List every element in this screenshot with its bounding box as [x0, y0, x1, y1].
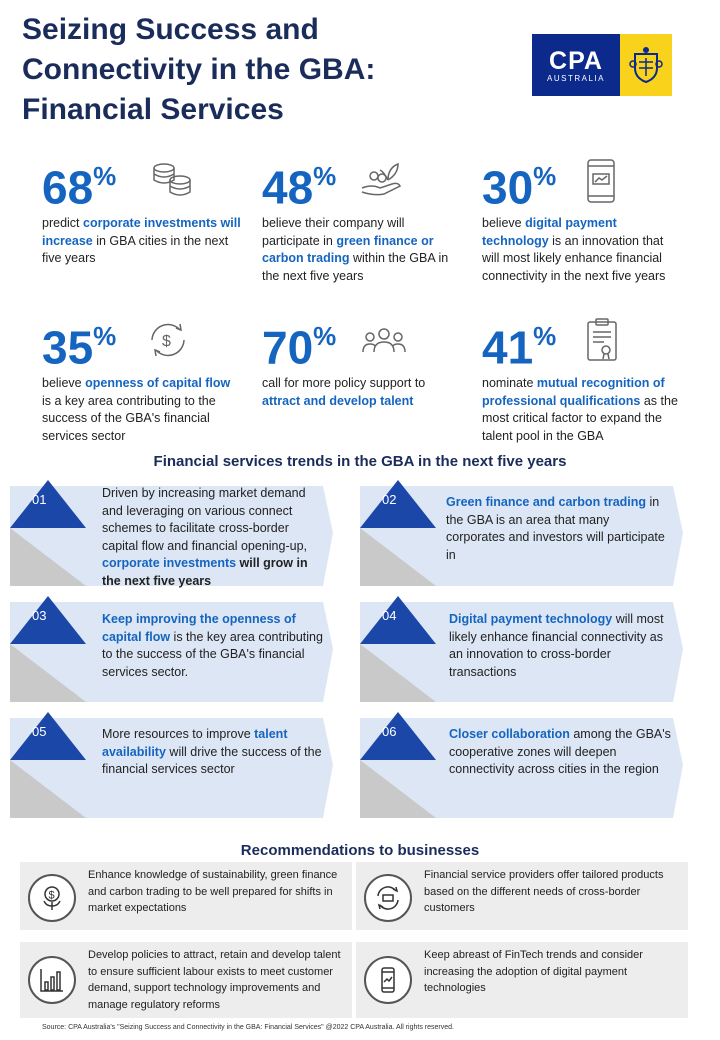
svg-text:$: $	[162, 333, 171, 350]
certificate-icon	[586, 318, 618, 367]
coins-icon	[150, 158, 194, 203]
trend-card-shape	[360, 480, 683, 586]
crest-icon	[620, 34, 672, 96]
trend-text: Digital payment technology will most lik…	[449, 612, 664, 679]
growth-chart-icon	[28, 956, 76, 1004]
stat-value: 30	[482, 161, 534, 214]
trend-card-shape	[360, 596, 683, 702]
stat-talent: 70% call for more policy support to attr…	[262, 321, 426, 408]
trend-card-03: 03 Keep improving the openness of capita…	[10, 596, 333, 702]
trend-card-06: 06 Closer collaboration among the GBA's …	[360, 712, 683, 818]
trend-card-05: 05 More resources to improve talent avai…	[10, 712, 333, 818]
stat-value: 70	[262, 321, 314, 374]
stat-capital-flow: 35% believe openness of capital flow is …	[42, 314, 242, 445]
logo-country: AUSTRALIA	[547, 73, 605, 83]
svg-text:$: $	[49, 890, 55, 902]
recommendation-text: Develop policies to attract, retain and …	[88, 949, 341, 1011]
trend-card-shape	[10, 596, 333, 702]
trend-card-shape	[10, 480, 333, 586]
recommendation-text: Financial service providers offer tailor…	[424, 869, 664, 914]
trend-text: Green finance and carbon trading in the …	[446, 495, 665, 562]
trends-section-title: Financial services trends in the GBA in …	[153, 453, 567, 470]
mobile-payment-icon	[586, 158, 616, 209]
logo-brand: CPA	[549, 46, 603, 75]
sustainable-money-icon: $	[28, 874, 76, 922]
stat-corporate-investments: 68% predict corporate investments will i…	[42, 154, 242, 268]
trend-number: 01	[32, 492, 47, 507]
stat-value: 48	[262, 161, 314, 214]
footer-source: Source: CPA Australia's "Seizing Success…	[42, 1024, 454, 1031]
recommendation-card: $ Enhance knowledge of sustainability, g…	[20, 862, 352, 930]
recommendation-text: Keep abreast of FinTech trends and consi…	[424, 949, 643, 994]
trend-text: Driven by increasing market demand and l…	[102, 486, 308, 588]
recommendation-card: Financial service providers offer tailor…	[356, 862, 688, 930]
exchange-icon	[364, 874, 412, 922]
stat-value: 35	[42, 321, 94, 374]
trend-card-04: 04 Digital payment technology will most …	[360, 596, 683, 702]
trend-card-shape	[10, 712, 333, 818]
recommendation-card: Keep abreast of FinTech trends and consi…	[356, 942, 688, 1018]
stat-green-finance: 48% believe their company will participa…	[262, 154, 462, 285]
green-finance-icon	[360, 158, 404, 203]
recommendation-card: Develop policies to attract, retain and …	[20, 942, 352, 1018]
trend-number: 04	[382, 608, 397, 623]
cpa-australia-logo: CPA AUSTRALIA	[532, 34, 672, 96]
trend-number: 02	[382, 492, 397, 507]
trend-number: 06	[382, 724, 397, 739]
trend-text: Keep improving the openness of capital f…	[102, 612, 323, 679]
trend-text: Closer collaboration among the GBA's coo…	[449, 727, 671, 776]
trend-number: 03	[32, 608, 47, 623]
recommendation-text: Enhance knowledge of sustainability, gre…	[88, 869, 338, 914]
trend-card-01: 01 Driven by increasing market demand an…	[10, 480, 333, 588]
stat-mutual-recognition: 41% nominate mutual recognition of profe…	[482, 314, 692, 445]
page-title: Seizing Success and Connectivity in the …	[22, 13, 376, 126]
stat-digital-payment: 30% believe digital payment technology i…	[482, 154, 682, 285]
people-icon	[362, 326, 406, 361]
phone-icon	[364, 956, 412, 1004]
stat-value: 41	[482, 321, 534, 374]
trend-card-shape	[360, 712, 683, 818]
capital-flow-icon: $	[146, 318, 190, 367]
trend-text: More resources to improve talent availab…	[102, 727, 322, 776]
recommendations-section-title: Recommendations to businesses	[240, 842, 480, 859]
trend-card-02: 02 Green finance and carbon trading in t…	[360, 480, 683, 586]
trend-number: 05	[32, 724, 47, 739]
stat-value: 68	[42, 161, 94, 214]
